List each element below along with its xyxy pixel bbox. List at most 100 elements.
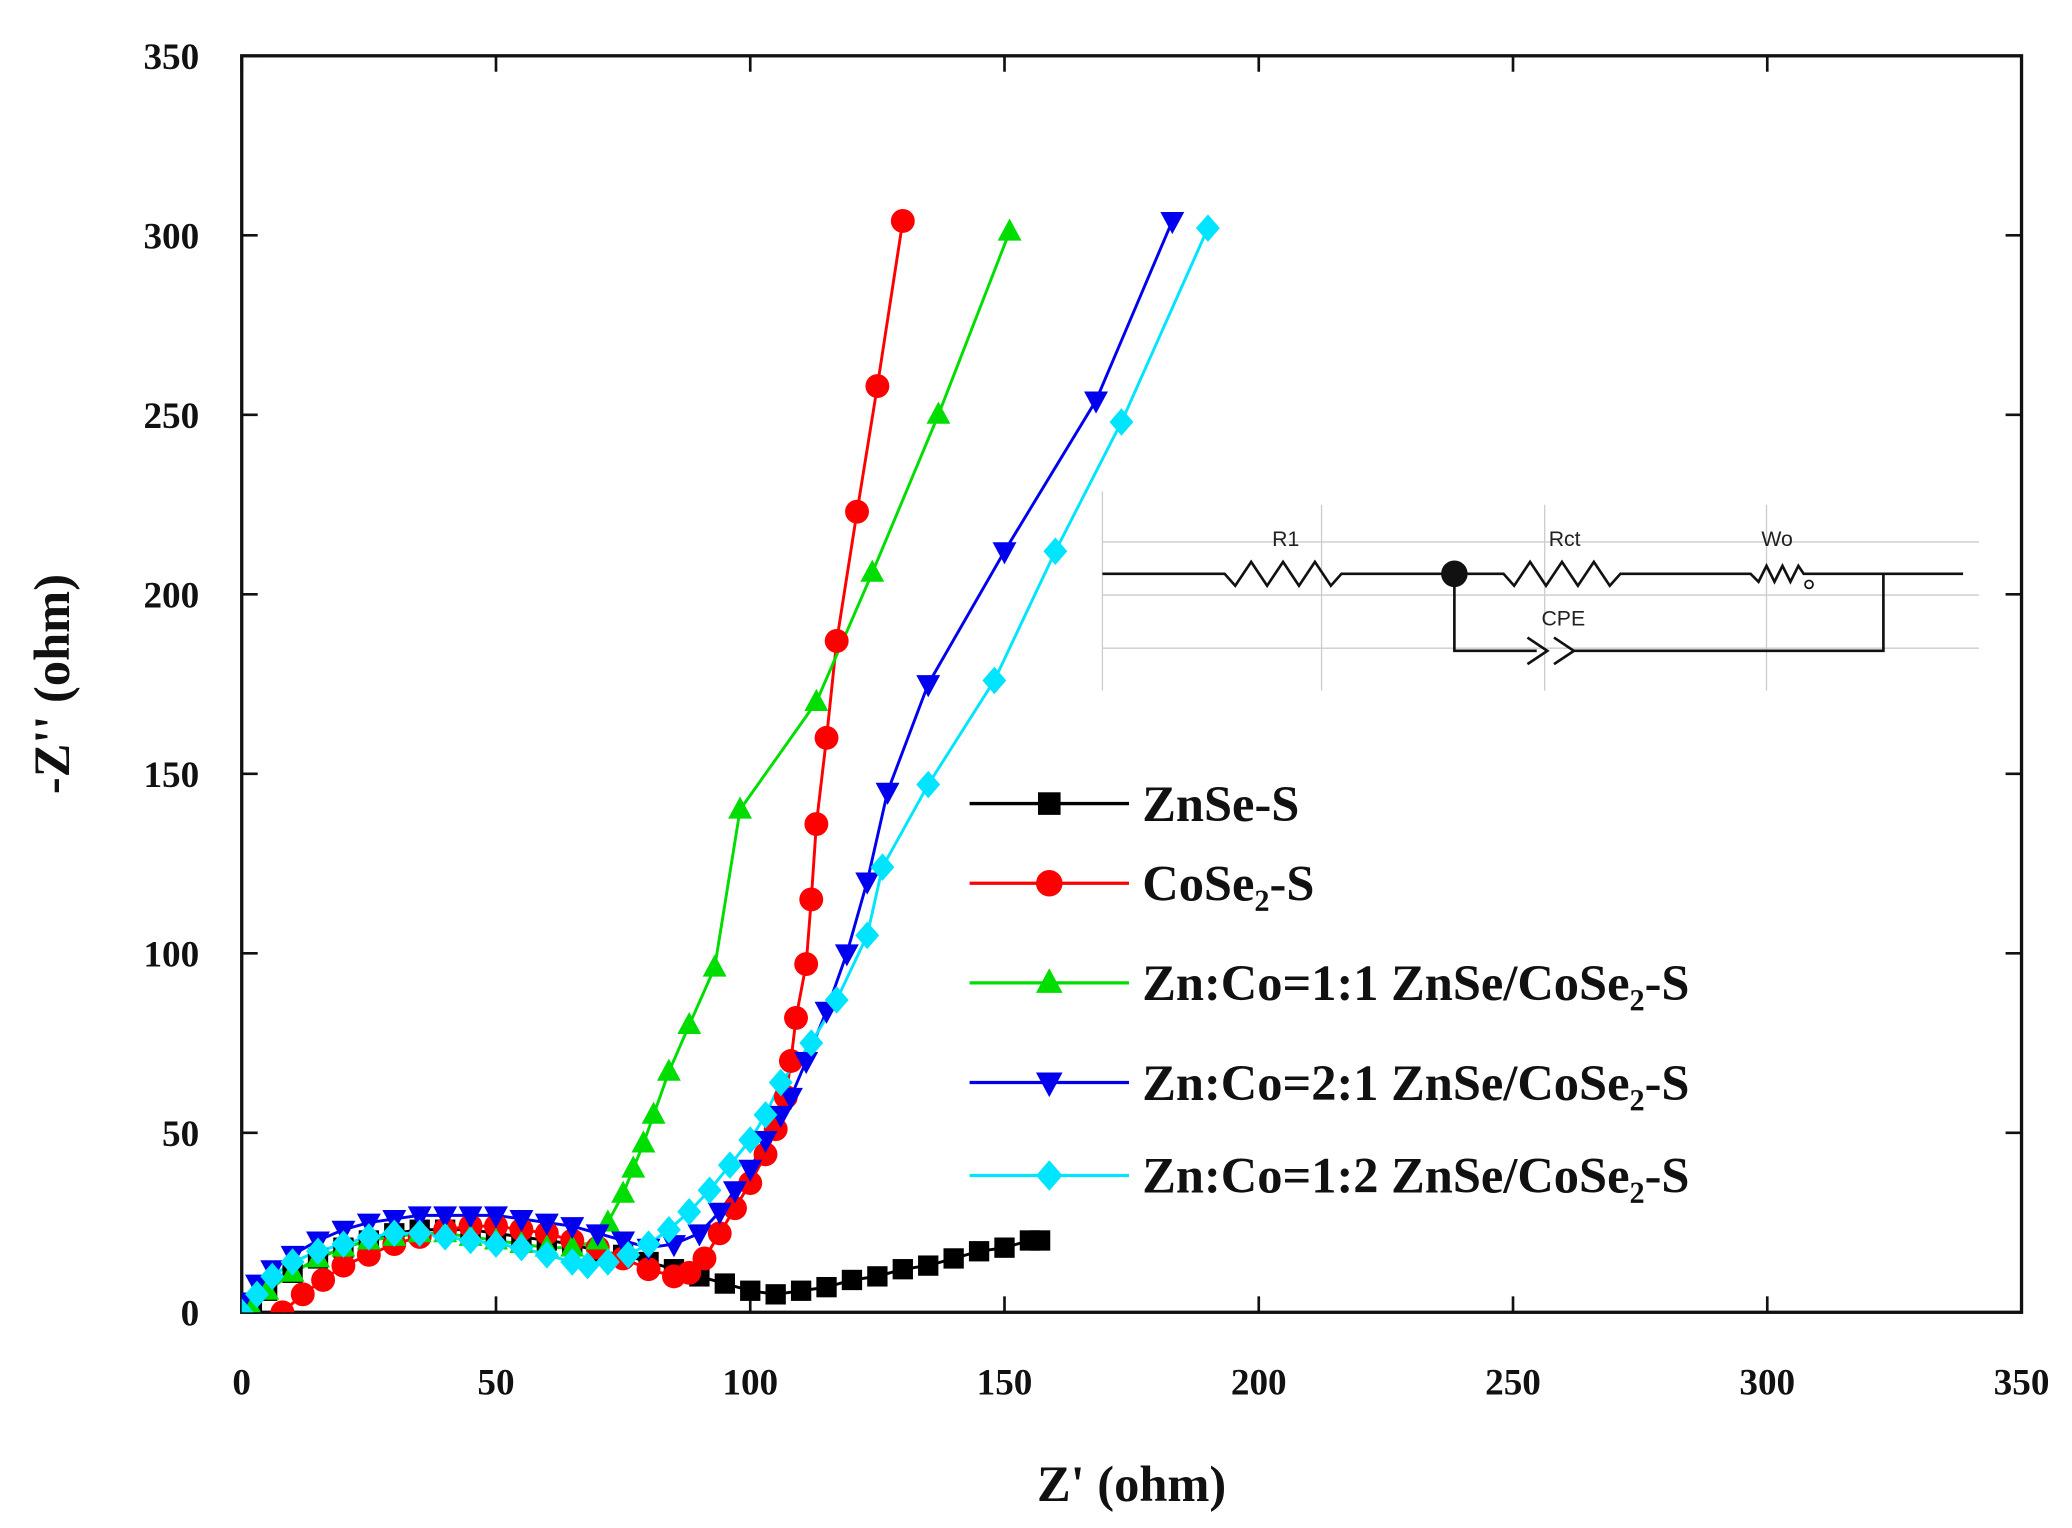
marker [799, 887, 824, 912]
marker [560, 1217, 585, 1240]
y-tick-label: 250 [143, 396, 199, 437]
marker [433, 1223, 458, 1251]
marker [280, 1248, 305, 1276]
marker [677, 1260, 702, 1285]
marker [968, 1241, 990, 1262]
marker [845, 499, 869, 524]
marker [824, 629, 849, 653]
legend-label: Zn:Co=2:1 ZnSe/CoSe₂-S [1142, 1055, 1689, 1111]
marker [534, 1213, 559, 1236]
marker [875, 782, 900, 805]
marker [740, 1280, 761, 1301]
marker [697, 1176, 722, 1204]
marker [804, 688, 829, 711]
marker [241, 1298, 254, 1313]
marker [753, 1131, 778, 1154]
marker [702, 954, 727, 977]
marker [692, 1246, 717, 1271]
y-axis-label: -Z'' (ohm) [24, 574, 80, 794]
y-tick-label: 100 [143, 935, 199, 976]
marker [560, 1248, 585, 1276]
y-tick-label: 300 [143, 217, 199, 258]
marker [855, 921, 880, 950]
marker [356, 1223, 381, 1251]
marker [560, 1234, 585, 1257]
marker [458, 1206, 483, 1229]
marker [611, 1231, 636, 1254]
legend-entry: CoSe₂-S [969, 856, 1314, 912]
marker [534, 1241, 559, 1269]
marker [723, 1196, 747, 1221]
marker [433, 1206, 458, 1229]
marker [870, 853, 895, 881]
marker [636, 1257, 661, 1282]
marker [890, 208, 915, 233]
marker [270, 1300, 295, 1313]
marker [306, 1237, 330, 1266]
marker [1195, 214, 1220, 242]
marker [331, 1253, 356, 1278]
marker [723, 1181, 747, 1204]
marker [824, 986, 849, 1014]
marker [892, 1259, 913, 1280]
x-tick-label: 0 [232, 1363, 251, 1404]
inset-label: R1 [1272, 527, 1299, 551]
x-tick-label: 350 [1994, 1363, 2050, 1404]
marker [865, 374, 890, 399]
marker [707, 1221, 732, 1246]
legend-marker [1036, 1072, 1063, 1098]
marker [784, 1005, 808, 1030]
series-line [241, 227, 1210, 1313]
legend-entry: Zn:Co=1:1 ZnSe/CoSe₂-S [969, 955, 1690, 1011]
marker [860, 559, 885, 582]
plot-frame [240, 54, 2024, 1314]
marker [778, 1087, 803, 1111]
marker [738, 1171, 763, 1195]
legend-label: CoSe₂-S [1142, 856, 1314, 912]
legend-marker [1037, 792, 1061, 815]
marker [765, 1284, 786, 1305]
series-line [250, 231, 1011, 1310]
marker [714, 1273, 735, 1294]
inset-label: CPE [1541, 607, 1585, 631]
marker [994, 1237, 1015, 1258]
y-tick-label: 150 [143, 755, 199, 796]
marker [585, 1224, 610, 1247]
marker [794, 952, 819, 977]
marker [1029, 1230, 1051, 1251]
marker [804, 812, 829, 837]
legend-marker [1036, 869, 1063, 897]
marker [867, 1266, 888, 1287]
marker [728, 796, 753, 819]
marker [595, 1248, 620, 1276]
marker [687, 1224, 712, 1247]
marker [768, 1068, 793, 1097]
marker [794, 1052, 819, 1075]
y-tick-label: 0 [181, 1294, 200, 1335]
marker [1043, 537, 1068, 565]
marker [611, 1180, 636, 1203]
inset-label: Rct [1549, 527, 1581, 551]
legend-marker [1036, 1160, 1063, 1191]
legend-entry: ZnSe-S [969, 776, 1299, 832]
marker [916, 675, 941, 698]
circuit-inset: R1 Rct Wo CPE [1101, 491, 1980, 691]
marker [656, 1058, 681, 1081]
y-tick-label: 50 [162, 1114, 199, 1155]
marker [677, 1011, 702, 1035]
marker [992, 542, 1017, 565]
marker [621, 1155, 646, 1178]
y-tick-label: 350 [143, 37, 199, 78]
marker [1160, 211, 1185, 235]
marker [1084, 391, 1108, 414]
x-tick-label: 100 [722, 1363, 778, 1404]
legend-marker [1036, 968, 1063, 993]
marker [616, 1241, 641, 1269]
marker [790, 1280, 812, 1301]
marker [707, 1202, 732, 1225]
x-axis-label: Z' (ohm) [1037, 1456, 1226, 1512]
legend-entry: Zn:Co=2:1 ZnSe/CoSe₂-S [969, 1055, 1690, 1111]
marker [816, 1276, 837, 1298]
marker [926, 401, 951, 424]
x-tick-label: 250 [1485, 1363, 1541, 1404]
